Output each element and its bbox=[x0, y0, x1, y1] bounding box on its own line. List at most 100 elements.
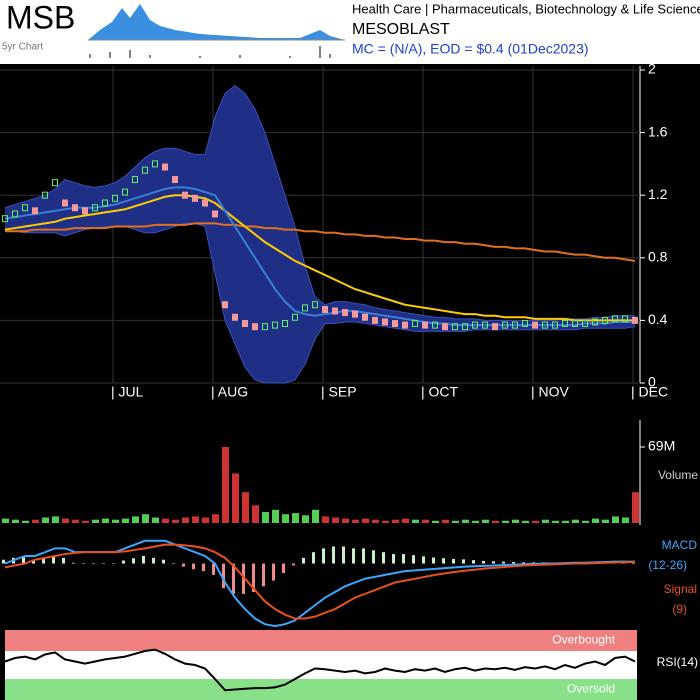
price-marker bbox=[542, 321, 548, 329]
sparkline-label: 5yr Chart bbox=[2, 42, 43, 53]
price-marker bbox=[442, 323, 448, 331]
bar bbox=[622, 517, 629, 523]
bar bbox=[252, 505, 259, 523]
bar bbox=[342, 546, 345, 564]
price-marker bbox=[22, 204, 28, 212]
bar bbox=[472, 560, 475, 564]
rsi-band bbox=[5, 679, 637, 700]
bar bbox=[292, 513, 299, 523]
price-marker bbox=[602, 316, 608, 324]
price-marker bbox=[342, 309, 348, 317]
bar bbox=[22, 520, 29, 523]
bar bbox=[352, 548, 355, 564]
price-marker bbox=[572, 320, 578, 328]
ticker: MSB bbox=[6, 0, 75, 35]
bar bbox=[302, 557, 305, 564]
price-marker bbox=[612, 315, 618, 323]
legend-params: (12-26) bbox=[648, 558, 687, 572]
price-marker bbox=[252, 323, 258, 331]
bar bbox=[82, 520, 89, 523]
price-marker bbox=[592, 318, 598, 326]
price-marker bbox=[622, 315, 628, 323]
bar bbox=[212, 514, 219, 523]
bar bbox=[162, 518, 169, 523]
bar bbox=[232, 563, 235, 594]
price-marker bbox=[182, 191, 188, 199]
price-marker bbox=[212, 210, 218, 218]
bar bbox=[502, 520, 509, 523]
price-marker bbox=[312, 301, 318, 309]
bar bbox=[62, 557, 65, 564]
bar bbox=[82, 563, 85, 565]
bar bbox=[152, 557, 155, 564]
price-marker bbox=[172, 176, 178, 184]
y-tick-label: 0.4 bbox=[648, 311, 668, 327]
bar bbox=[452, 558, 455, 564]
bar bbox=[312, 552, 315, 564]
company-name: MESOBLAST bbox=[352, 21, 450, 38]
bar bbox=[552, 520, 559, 523]
bar bbox=[402, 554, 405, 564]
bar bbox=[612, 516, 619, 523]
price-marker bbox=[472, 321, 478, 329]
bar bbox=[372, 519, 379, 523]
bar bbox=[332, 517, 339, 523]
line bbox=[4, 648, 636, 692]
price-marker bbox=[262, 323, 268, 331]
bar bbox=[112, 563, 115, 565]
bar bbox=[402, 518, 409, 523]
x-tick-label: | AUG bbox=[211, 384, 248, 400]
bar bbox=[2, 559, 5, 564]
price-marker bbox=[292, 313, 298, 321]
price-marker bbox=[412, 320, 418, 328]
bar bbox=[412, 519, 419, 523]
bar bbox=[272, 563, 275, 581]
bar bbox=[462, 559, 465, 564]
bar bbox=[42, 557, 45, 564]
rsi-band bbox=[5, 630, 637, 651]
bar bbox=[302, 515, 309, 523]
price-marker bbox=[562, 320, 568, 328]
price-marker bbox=[432, 321, 438, 329]
x-tick-label: | NOV bbox=[531, 384, 570, 400]
bar bbox=[32, 559, 35, 564]
price-marker bbox=[382, 318, 388, 326]
price-marker bbox=[162, 163, 168, 171]
price-marker bbox=[372, 316, 378, 324]
bar bbox=[522, 520, 529, 523]
bar bbox=[502, 561, 505, 564]
bar bbox=[202, 517, 209, 523]
bar bbox=[472, 520, 479, 523]
bar bbox=[152, 517, 159, 523]
bar bbox=[132, 516, 139, 523]
bar bbox=[632, 563, 635, 564]
bar bbox=[232, 473, 239, 523]
bar bbox=[212, 563, 215, 575]
bar bbox=[172, 519, 179, 523]
line bbox=[4, 85, 635, 321]
bar bbox=[542, 519, 549, 523]
price-marker bbox=[302, 304, 308, 312]
bar bbox=[262, 563, 265, 587]
price-marker bbox=[632, 316, 638, 324]
bar bbox=[182, 517, 189, 523]
bar bbox=[432, 557, 435, 564]
price-marker bbox=[522, 320, 528, 328]
x-tick-label: | JUL bbox=[111, 384, 144, 400]
y-tick-label: 69M bbox=[648, 438, 675, 454]
bar bbox=[102, 563, 105, 565]
bar bbox=[452, 520, 459, 523]
bar bbox=[52, 555, 55, 564]
bar bbox=[442, 558, 445, 564]
bar bbox=[92, 563, 95, 565]
y-tick-label: 1.6 bbox=[648, 123, 668, 139]
bar bbox=[192, 563, 195, 570]
price-marker bbox=[142, 166, 148, 174]
price-marker bbox=[12, 210, 18, 218]
bar bbox=[532, 520, 539, 523]
sparkline bbox=[88, 4, 345, 40]
price-marker bbox=[132, 176, 138, 184]
bar bbox=[322, 516, 329, 523]
price-marker bbox=[272, 321, 278, 329]
